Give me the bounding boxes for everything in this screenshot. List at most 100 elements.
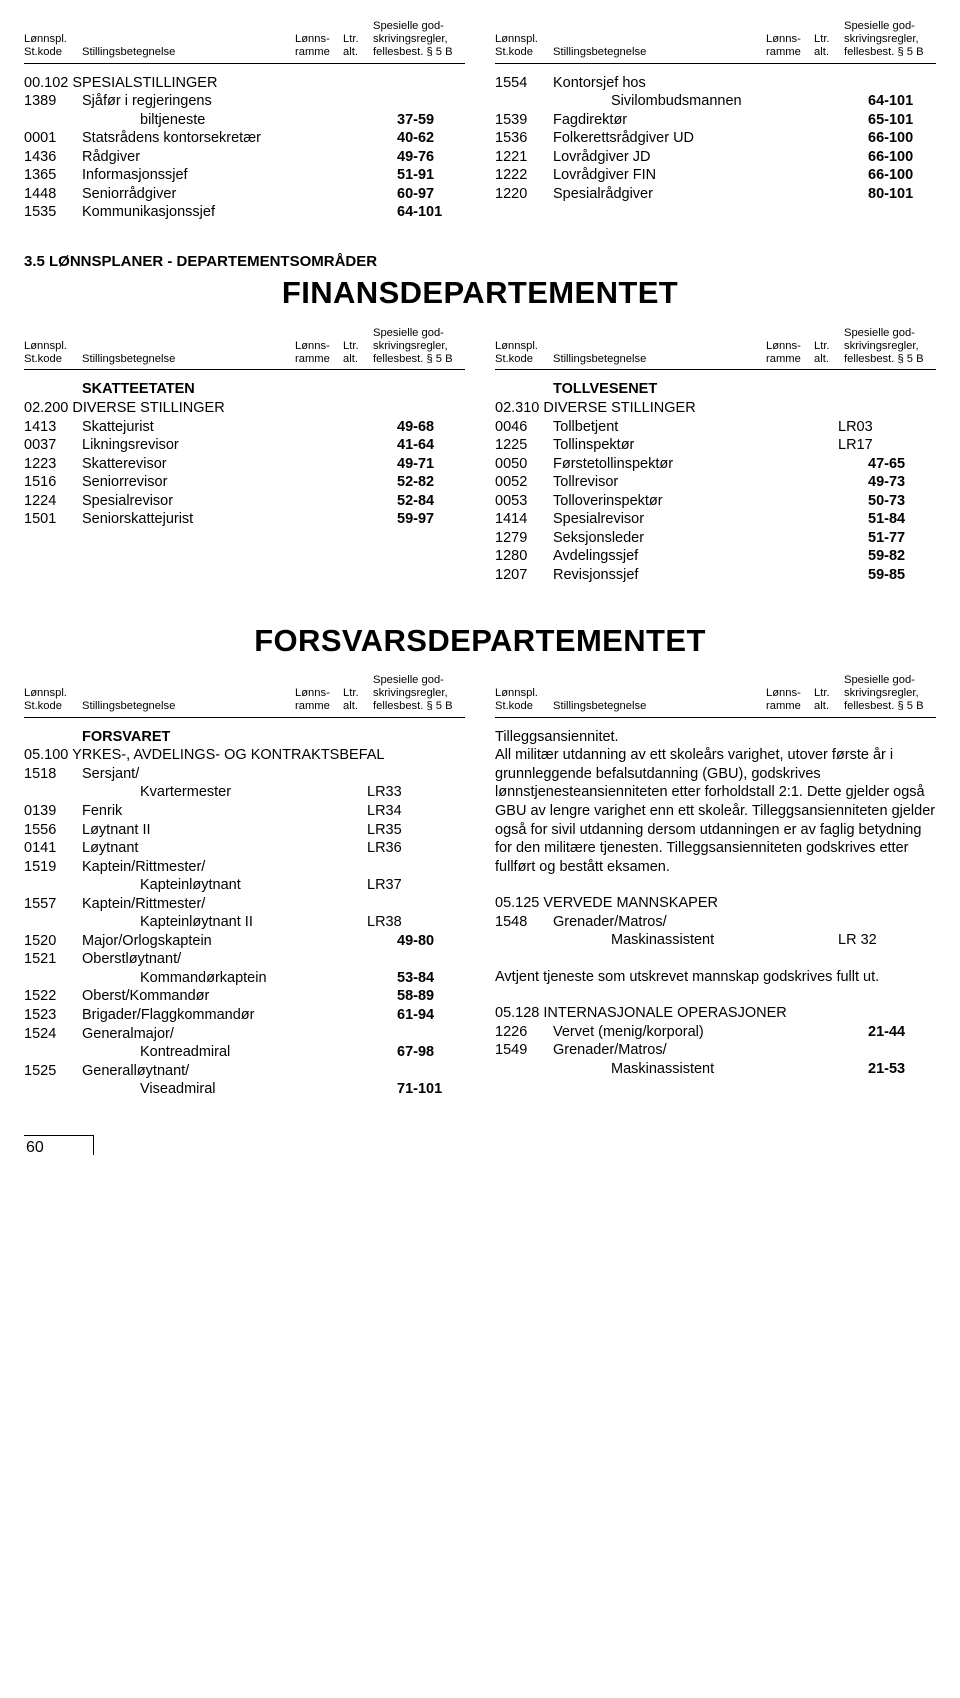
ltr-cell: 51-84 — [868, 510, 936, 529]
table-row: 1222Lovrådgiver FIN66-100 — [495, 166, 936, 185]
ramme-cell: LR34 — [367, 802, 435, 821]
ltr-cell: 49-80 — [397, 932, 465, 951]
ltr-cell — [435, 821, 465, 840]
hdr-c3b: ramme — [295, 46, 343, 59]
code-cell: 1536 — [495, 129, 553, 148]
code-cell: 1548 — [495, 913, 553, 932]
ramme-cell: LR03 — [838, 418, 906, 437]
table-row: 1516Seniorrevisor52-82 — [24, 473, 465, 492]
section1-left: Lønnspl.St.kode Stillingsbetegnelse Lønn… — [24, 20, 465, 222]
code-cell: 1365 — [24, 166, 82, 185]
ltr-cell: 60-97 — [397, 185, 465, 204]
group-title: 05.125 VERVEDE MANNSKAPER — [495, 894, 936, 913]
code-cell: 1518 — [24, 765, 82, 784]
code-cell — [495, 931, 553, 950]
ltr-cell: 21-44 — [868, 1023, 936, 1042]
table-row: 1225TollinspektørLR17 — [495, 436, 936, 455]
ltr-cell: 66-100 — [868, 166, 936, 185]
code-cell: 0046 — [495, 418, 553, 437]
ltr-cell — [435, 839, 465, 858]
code-cell: 1280 — [495, 547, 553, 566]
subhead-forsvaret: FORSVARET — [82, 728, 465, 747]
code-cell: 1436 — [24, 148, 82, 167]
ramme-cell — [329, 510, 397, 529]
table-row: 1501Seniorskattejurist59-97 — [24, 510, 465, 529]
title-cell: Grenader/Matros/ — [553, 913, 838, 932]
table-row: MaskinassistentLR 32 — [495, 931, 936, 950]
code-cell: 1549 — [495, 1041, 553, 1060]
table-header: Lønnspl.St.kode Stillingsbetegnelse Lønn… — [24, 327, 465, 371]
code-cell: 1557 — [24, 895, 82, 914]
code-cell: 1556 — [24, 821, 82, 840]
table-row: 0050Førstetollinspektør47-65 — [495, 455, 936, 474]
title-cell: biltjeneste — [82, 111, 329, 130]
ltr-cell — [435, 802, 465, 821]
title-cell: Løytnant II — [82, 821, 367, 840]
title-cell: Kontorsjef hos — [553, 74, 838, 93]
code-cell — [24, 913, 82, 932]
title-cell: Skatterevisor — [82, 455, 329, 474]
title-cell: Kommandørkaptein — [82, 969, 329, 988]
table-header: Lønnspl.St.kode Stillingsbetegnelse Lønn… — [24, 20, 465, 64]
page-footer: 60 — [24, 1135, 936, 1163]
title-cell: Vervet (menig/korporal) — [553, 1023, 800, 1042]
ltr-cell: 49-68 — [397, 418, 465, 437]
forsvar-columns: Lønnspl.St.kode Stillingsbetegnelse Lønn… — [24, 674, 936, 1099]
title-cell: Seniorrådgiver — [82, 185, 329, 204]
hdr-c5b: skrivingsregler, — [373, 33, 465, 46]
ramme-cell: LR37 — [367, 876, 435, 895]
table-row: 1413Skattejurist49-68 — [24, 418, 465, 437]
table-row: 0001Statsrådens kontorsekretær40-62 — [24, 129, 465, 148]
title-cell: Kapteinløytnant — [82, 876, 367, 895]
code-cell: 1279 — [495, 529, 553, 548]
table-row: 1223Skatterevisor49-71 — [24, 455, 465, 474]
title-cell: Spesialrevisor — [82, 492, 329, 511]
table-row: 1549Grenader/Matros/ — [495, 1041, 936, 1060]
ramme-cell — [800, 455, 868, 474]
title-cell: Generalmajor/ — [82, 1025, 367, 1044]
title-cell: Sersjant/ — [82, 765, 367, 784]
ramme-cell — [800, 111, 868, 130]
finans-columns: Lønnspl.St.kode Stillingsbetegnelse Lønn… — [24, 327, 936, 585]
code-cell: 1414 — [495, 510, 553, 529]
ltr-cell: 66-100 — [868, 129, 936, 148]
code-cell: 1226 — [495, 1023, 553, 1042]
ramme-cell — [800, 510, 868, 529]
group-title: 05.100 YRKES-, AVDELINGS- OG KONTRAKTSBE… — [24, 746, 465, 765]
code-cell: 1223 — [24, 455, 82, 474]
table-row: 0052Tollrevisor49-73 — [495, 473, 936, 492]
ramme-cell: LR35 — [367, 821, 435, 840]
code-cell — [24, 1080, 82, 1099]
ltr-cell — [435, 913, 465, 932]
title-cell: Seniorrevisor — [82, 473, 329, 492]
table-row: 1365Informasjonssjef51-91 — [24, 166, 465, 185]
code-cell: 0053 — [495, 492, 553, 511]
table-row: 0139FenrikLR34 — [24, 802, 465, 821]
ramme-cell — [800, 129, 868, 148]
ramme-cell — [329, 455, 397, 474]
title-cell: Kaptein/Rittmester/ — [82, 895, 367, 914]
ltr-cell: 52-84 — [397, 492, 465, 511]
ramme-cell — [329, 185, 397, 204]
ltr-cell: 71-101 — [397, 1080, 465, 1099]
ramme-cell — [800, 492, 868, 511]
hdr-c5c: fellesbest. § 5 B — [373, 46, 465, 59]
ltr-cell — [435, 876, 465, 895]
subhead-skatteetaten: SKATTEETATEN — [82, 380, 465, 399]
title-cell: Tollinspektør — [553, 436, 838, 455]
code-cell: 1389 — [24, 92, 82, 111]
ramme-cell — [329, 473, 397, 492]
table-row: 1448Seniorrådgiver60-97 — [24, 185, 465, 204]
ramme-cell — [329, 987, 397, 1006]
table-row: 1523Brigader/Flaggkommandør61-94 — [24, 1006, 465, 1025]
ltr-cell: 41-64 — [397, 436, 465, 455]
title-cell: Tollrevisor — [553, 473, 800, 492]
code-cell: 1221 — [495, 148, 553, 167]
ltr-cell: 37-59 — [397, 111, 465, 130]
ramme-cell — [329, 492, 397, 511]
finans-right: Lønnspl.St.kode Stillingsbetegnelse Lønn… — [495, 327, 936, 585]
forsvar-left: Lønnspl.St.kode Stillingsbetegnelse Lønn… — [24, 674, 465, 1099]
ramme-cell — [800, 92, 868, 111]
ltr-cell: 65-101 — [868, 111, 936, 130]
ltr-cell: 49-73 — [868, 473, 936, 492]
